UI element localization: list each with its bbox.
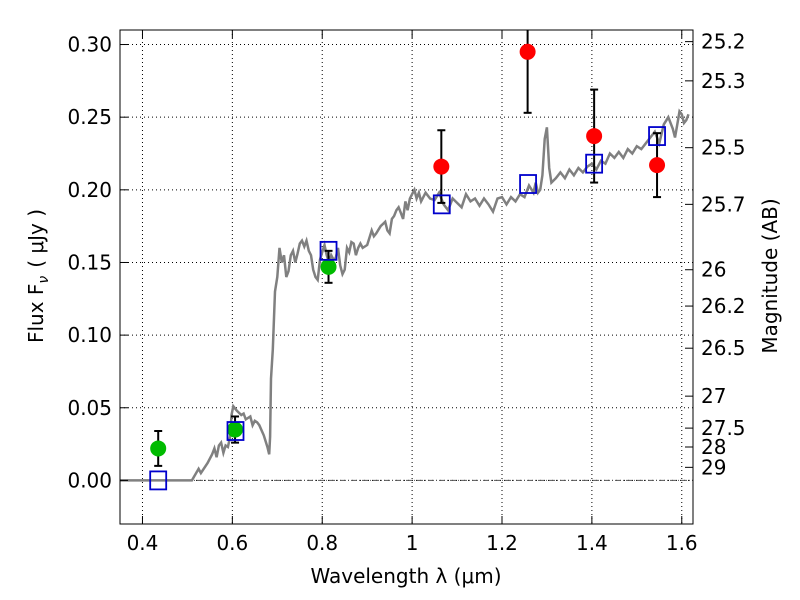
magnitude-axis-title: Magnitude (AB)	[758, 198, 782, 353]
y2-tick-label: 25.5	[701, 136, 746, 160]
x-tick-label: 1.4	[576, 531, 608, 555]
model-photometry-square	[519, 174, 537, 194]
y2-tick-label: 27.5	[701, 416, 746, 440]
y2-tick-label: 26.2	[701, 294, 746, 318]
y-tick-label: 0.05	[67, 396, 112, 420]
y-tick-label: 0.10	[67, 323, 112, 347]
y-axis-title: Flux Fν ( μJy )	[24, 209, 52, 343]
y-tick-label: 0.20	[67, 178, 112, 202]
y2-tick-label: 28	[701, 435, 726, 459]
model-photometry-square	[648, 126, 666, 146]
y2-tick-label: 25.3	[701, 69, 746, 93]
x-tick-label: 0.8	[306, 531, 338, 555]
x-axis-title: Wavelength λ (μm)	[310, 564, 501, 588]
red-data-point	[649, 157, 666, 174]
y2-tick-label: 25.2	[701, 30, 746, 54]
green-data-point	[227, 421, 244, 438]
x-tick-label: 1.2	[486, 531, 518, 555]
model-photometry-square	[226, 421, 245, 441]
y-tick-labels: 0.00 0.05 0.10 0.15 0.20 0.25 0.30	[67, 33, 112, 493]
green-data-point	[150, 440, 167, 457]
y-tick-label: 0.30	[67, 33, 112, 57]
y2-tick-label: 25.7	[701, 192, 746, 216]
y-tick-label: 0.00	[67, 468, 112, 492]
red-data-point	[519, 43, 536, 60]
x-tick-label: 0.6	[216, 531, 248, 555]
model-photometry-square	[585, 153, 604, 174]
model-photometry-square	[432, 194, 451, 215]
x-tick-label: 0.4	[127, 531, 159, 555]
model-photometry-squares	[149, 126, 666, 491]
model-spectrum-line	[120, 108, 690, 482]
model-photometry-square	[149, 470, 168, 491]
red-data-point	[433, 158, 450, 175]
red-data-point	[586, 128, 603, 145]
y2-tick-label: 29	[701, 455, 726, 479]
y-axis-title-sub: ν	[36, 276, 52, 284]
grid	[120, 30, 693, 524]
green-data-point	[320, 258, 337, 275]
y-axis-title-main: Flux F	[24, 284, 48, 343]
y-tick-label: 0.25	[67, 105, 112, 129]
x-tick-label: 1.6	[666, 531, 698, 555]
y2-tick-label: 27	[701, 384, 726, 408]
ticks	[120, 30, 693, 524]
plot-frame	[119, 29, 694, 525]
x-tick-labels: 0.4 0.6 0.8 1 1.2 1.4 1.6	[127, 531, 698, 555]
model-photometry-square	[319, 240, 338, 261]
x-tick-label: 1	[406, 531, 419, 555]
y-axis-title-tail: ( μJy )	[24, 209, 48, 268]
y2-tick-label: 26.5	[701, 336, 746, 360]
y-tick-label: 0.15	[67, 250, 112, 274]
y2-tick-label: 26	[701, 258, 726, 282]
observed-points	[150, 43, 666, 457]
errorbars	[154, 30, 662, 467]
